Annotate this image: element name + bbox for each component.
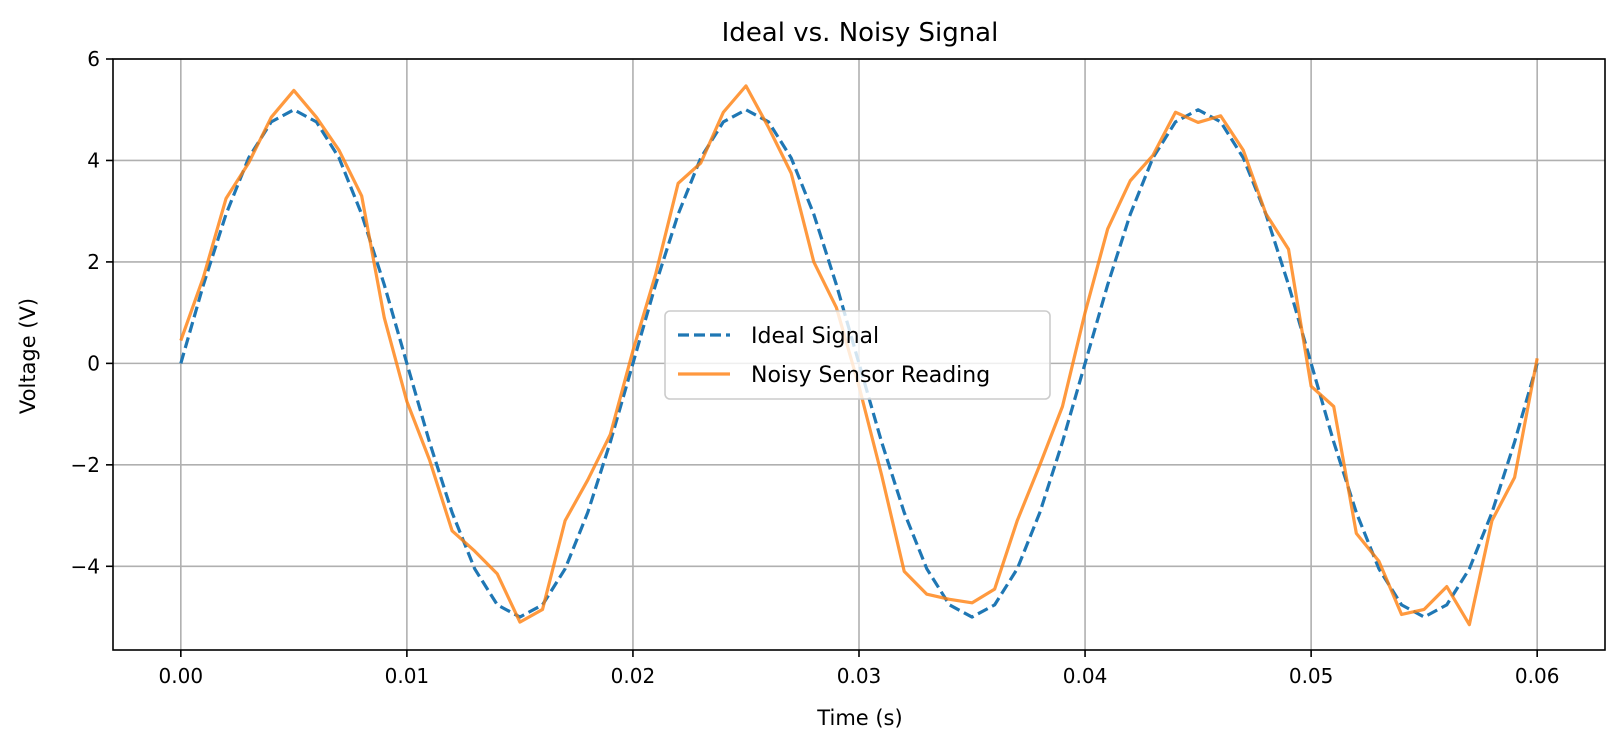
y-tick-label: −4 — [71, 554, 100, 578]
chart-title: Ideal vs. Noisy Signal — [722, 18, 999, 48]
x-tick-label: 0.04 — [1063, 664, 1108, 688]
x-tick-label: 0.00 — [159, 664, 204, 688]
legend: Ideal Signal Noisy Sensor Reading — [664, 310, 1051, 400]
x-tick-label: 0.02 — [611, 664, 656, 688]
ticks: 0.00 0.01 0.02 0.03 0.04 0.05 0.06 −4 −2 0 2 4 6 — [71, 47, 1560, 688]
legend-label-0: Ideal Signal — [751, 324, 879, 349]
legend-box — [664, 310, 1051, 400]
y-tick-label: 4 — [87, 148, 100, 172]
y-tick-label: 2 — [87, 250, 100, 274]
x-tick-label: 0.05 — [1289, 664, 1334, 688]
y-tick-label: 0 — [87, 351, 100, 375]
x-axis-label: Time (s) — [816, 706, 902, 730]
y-tick-label: −2 — [71, 453, 100, 477]
legend-label-1: Noisy Sensor Reading — [751, 363, 990, 388]
x-tick-label: 0.01 — [385, 664, 430, 688]
y-tick-label: 6 — [87, 47, 100, 71]
y-axis-label: Voltage (V) — [16, 298, 40, 414]
x-tick-label: 0.03 — [837, 664, 882, 688]
series-line-0 — [179, 108, 1539, 619]
x-tick-label: 0.06 — [1515, 664, 1560, 688]
